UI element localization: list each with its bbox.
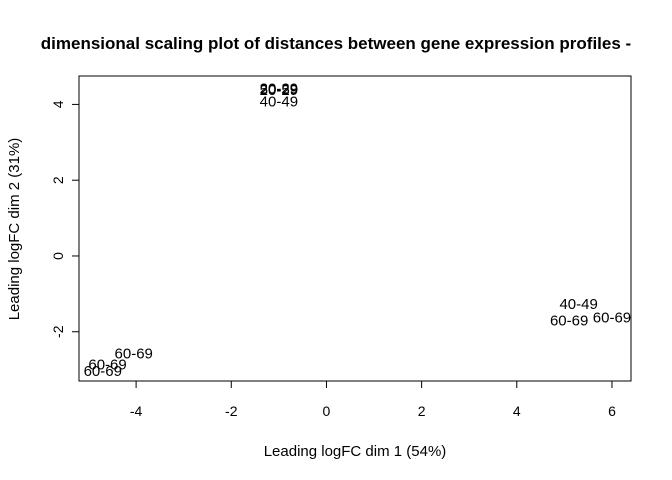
x-tick-label: 6 xyxy=(608,403,616,419)
y-tick-label: 0 xyxy=(50,252,66,260)
x-axis-label: Leading logFC dim 1 (54%) xyxy=(264,443,447,460)
x-tick-label: 0 xyxy=(323,403,331,419)
point-label: 40-49 xyxy=(260,93,298,110)
point-label: 20-29 xyxy=(260,81,298,98)
point-label: 60-69 xyxy=(84,363,122,380)
y-axis: -2 0 2 4 xyxy=(50,100,80,338)
x-axis: -4 -2 0 2 4 6 xyxy=(130,380,616,419)
x-tick-label: 2 xyxy=(418,403,426,419)
point-label: 20-29 xyxy=(260,82,298,99)
point-label: 50-59 xyxy=(260,81,298,98)
y-axis-label: Leading logFC dim 2 (31%) xyxy=(6,138,23,321)
point-label: 60-69 xyxy=(115,345,153,362)
y-tick-label: 4 xyxy=(50,100,66,108)
point-labels: 20-2920-2950-5940-4940-4960-6960-6960-69… xyxy=(84,81,632,380)
chart-title: dimensional scaling plot of distances be… xyxy=(41,34,631,53)
y-tick-label: 2 xyxy=(50,176,66,184)
x-tick-label: -4 xyxy=(130,403,143,419)
y-tick-label: -2 xyxy=(50,325,66,338)
x-tick-label: 4 xyxy=(513,403,521,419)
point-label: 40-49 xyxy=(559,296,597,313)
point-label: 60-69 xyxy=(550,312,588,329)
x-tick-label: -2 xyxy=(225,403,238,419)
point-label: 60-69 xyxy=(593,309,631,326)
point-label: 60-69 xyxy=(88,357,126,374)
plot-frame xyxy=(78,75,632,382)
